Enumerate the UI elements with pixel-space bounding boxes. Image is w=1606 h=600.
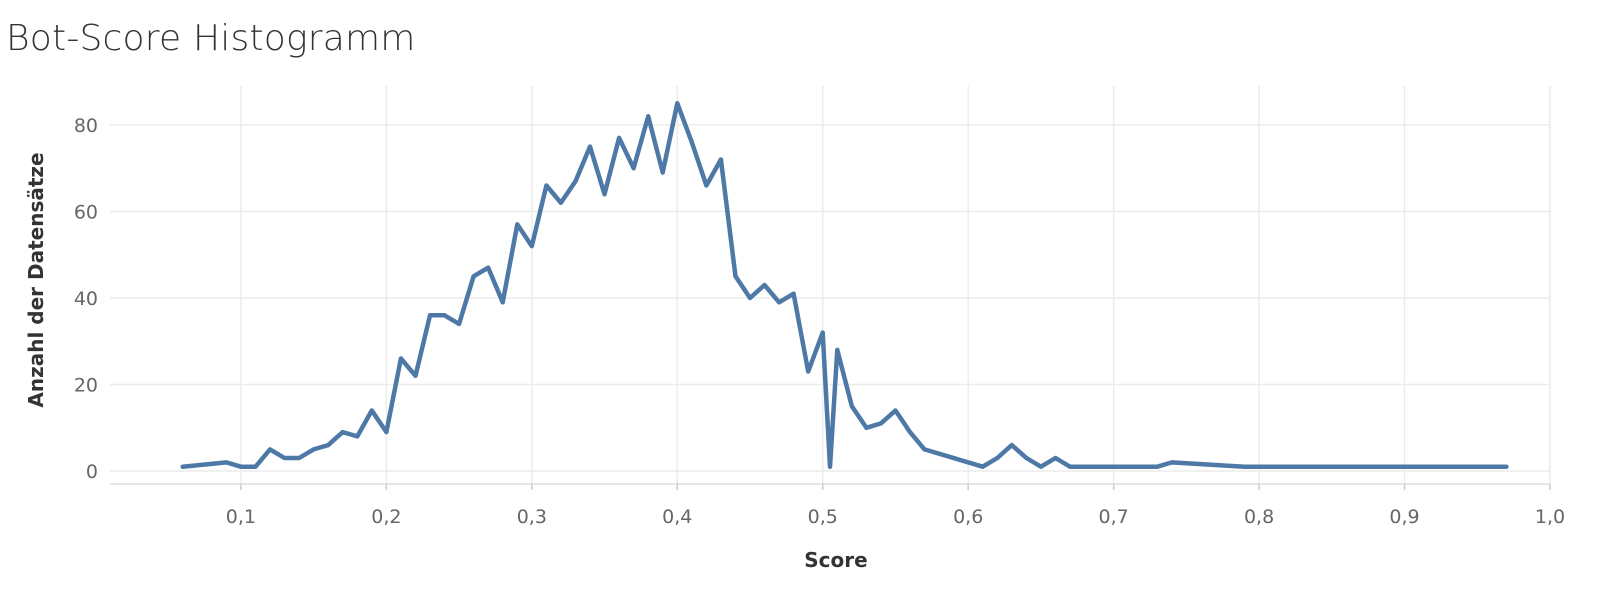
- x-tick-label-3: 0,4: [662, 506, 692, 528]
- x-tick-label-1: 0,2: [371, 506, 401, 528]
- series: [180, 101, 1509, 469]
- data-point-28: [617, 135, 622, 140]
- x-tick-label-6: 0,7: [1099, 506, 1129, 528]
- data-point-39: [777, 300, 782, 305]
- data-point-24: [558, 200, 563, 205]
- data-point-48: [893, 408, 898, 413]
- data-point-46: [864, 425, 869, 430]
- data-point-5: [282, 456, 287, 461]
- data-point-18: [471, 274, 476, 279]
- x-tick-label-0: 0,1: [226, 506, 256, 528]
- y-tick-label-3: 60: [74, 201, 98, 223]
- y-tick-label-0: 0: [86, 461, 98, 483]
- x-axis-title: Score: [804, 548, 867, 572]
- data-point-40: [791, 291, 796, 296]
- data-point-47: [878, 421, 883, 426]
- data-point-3: [253, 464, 258, 469]
- data-point-65: [1504, 464, 1509, 469]
- data-point-52: [995, 456, 1000, 461]
- data-point-7: [311, 447, 316, 452]
- data-point-60: [1155, 464, 1160, 469]
- x-tick-labels: 0,1 0,2 0,3 0,4 0,5 0,6 0,7 0,8 0,9 1,0: [226, 506, 1565, 528]
- data-point-14: [413, 373, 418, 378]
- data-point-51: [980, 464, 985, 469]
- data-point-44: [835, 347, 840, 352]
- data-point-61: [1169, 460, 1174, 465]
- data-point-35: [718, 157, 723, 162]
- data-point-11: [369, 408, 374, 413]
- data-point-32: [675, 101, 680, 106]
- x-tick-label-8: 0,9: [1389, 506, 1419, 528]
- data-point-10: [355, 434, 360, 439]
- x-axis: [110, 483, 1551, 490]
- data-point-54: [1024, 456, 1029, 461]
- data-point-37: [748, 295, 752, 300]
- y-tick-label-1: 20: [74, 375, 98, 397]
- data-point-26: [588, 144, 592, 149]
- y-axis-title: Anzahl der Datensätze: [24, 152, 48, 407]
- data-point-12: [384, 430, 389, 435]
- y-tick-label-2: 40: [74, 288, 98, 310]
- data-point-13: [398, 356, 403, 361]
- data-point-57: [1068, 464, 1072, 469]
- data-point-34: [704, 183, 709, 188]
- data-point-59: [1140, 464, 1145, 469]
- series-line-0: [180, 101, 1509, 469]
- y-tick-labels: 0 20 40 60 80: [74, 115, 98, 483]
- y-tick-label-4: 80: [74, 115, 98, 137]
- x-tick-label-9: 1,0: [1535, 506, 1565, 528]
- data-point-1: [224, 460, 229, 465]
- x-tick-label-5: 0,6: [953, 506, 983, 528]
- data-point-25: [573, 179, 578, 184]
- data-point-4: [268, 447, 272, 452]
- data-point-49: [908, 430, 912, 435]
- data-point-31: [660, 170, 665, 175]
- data-point-22: [529, 244, 534, 249]
- data-point-43: [828, 464, 832, 469]
- data-point-17: [457, 321, 462, 326]
- data-point-19: [486, 265, 491, 270]
- data-point-21: [515, 222, 520, 227]
- data-point-56: [1053, 456, 1058, 461]
- data-point-55: [1038, 464, 1043, 469]
- data-point-23: [544, 183, 549, 188]
- data-point-63: [1329, 464, 1334, 469]
- data-point-45: [849, 404, 854, 409]
- chart-title: Bot-Score Histogramm: [6, 18, 416, 59]
- x-tick-label-4: 0,5: [808, 506, 838, 528]
- data-point-36: [733, 274, 738, 279]
- data-point-30: [646, 114, 651, 119]
- data-point-15: [428, 313, 432, 318]
- x-tick-label-2: 0,3: [517, 506, 547, 528]
- data-point-50: [922, 447, 927, 452]
- data-point-27: [602, 192, 607, 197]
- grid-lines: [110, 86, 1551, 484]
- data-point-0: [180, 464, 185, 469]
- data-point-8: [326, 443, 331, 448]
- data-point-53: [1009, 443, 1014, 448]
- data-point-33: [689, 140, 694, 145]
- data-point-38: [762, 283, 767, 287]
- data-point-42: [820, 330, 825, 335]
- data-point-64: [1431, 464, 1436, 469]
- data-point-41: [806, 369, 811, 374]
- x-tick-label-7: 0,8: [1244, 506, 1274, 528]
- data-point-6: [297, 456, 302, 461]
- data-point-58: [1111, 464, 1116, 469]
- data-point-62: [1242, 464, 1247, 469]
- data-point-2: [238, 464, 243, 469]
- data-point-20: [500, 300, 505, 305]
- data-point-29: [631, 166, 636, 171]
- data-point-16: [442, 313, 447, 318]
- data-point-9: [340, 430, 345, 435]
